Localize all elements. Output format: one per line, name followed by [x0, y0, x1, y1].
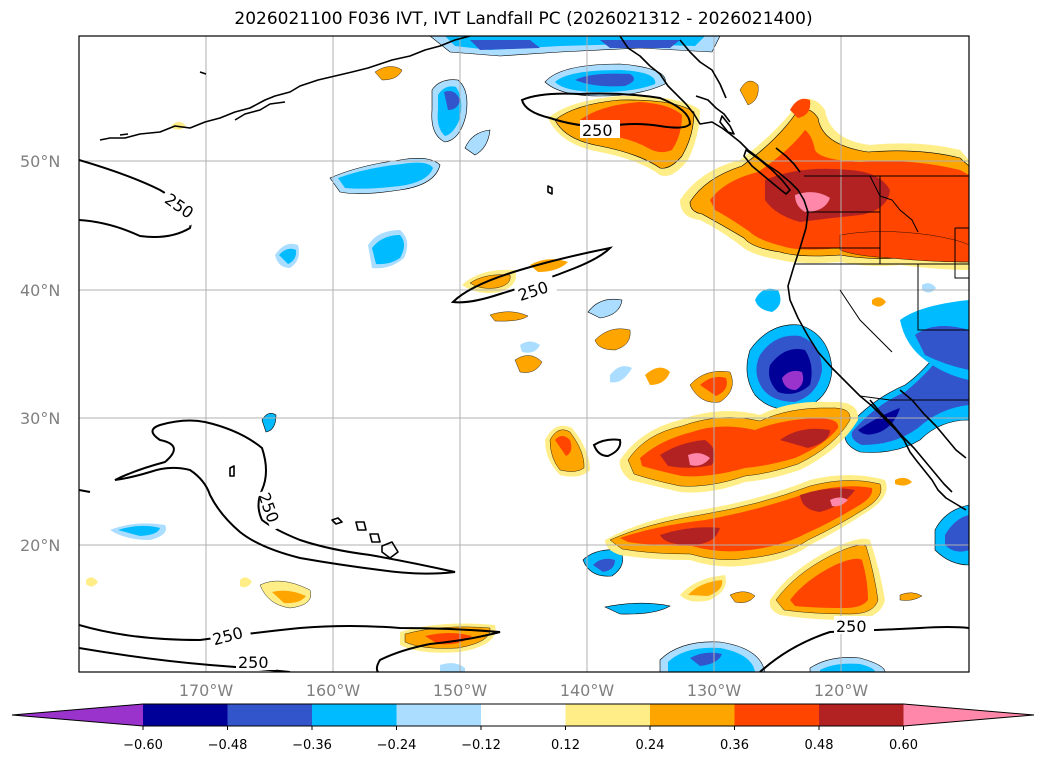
lat-label-50n: 50°N	[20, 152, 60, 171]
lat-label-20n: 20°N	[20, 536, 60, 555]
colorbar-tick-label: −0.48	[208, 738, 248, 753]
colorbar-tick-label: −0.24	[377, 738, 417, 753]
lon-label-140w: 140°W	[560, 681, 615, 700]
colorbar-segment	[734, 704, 819, 726]
colorbar-segment	[481, 704, 566, 726]
colorbar: −0.60 −0.48 −0.36 −0.24 −0.12 0.12 0.24 0.36 0.4…	[11, 703, 1035, 753]
colorbar-segment	[819, 704, 904, 726]
map-content: 250 250 250 250 250 250 250	[79, 36, 969, 672]
graticule	[79, 36, 969, 672]
colorbar-segment	[396, 704, 481, 726]
colorbar-segment	[312, 704, 397, 726]
lat-label-40n: 40°N	[20, 281, 60, 300]
colorbar-tick-label: −0.36	[292, 738, 332, 753]
colorbar-tick-label: 0.60	[889, 738, 918, 753]
lon-label-170w: 170°W	[179, 681, 234, 700]
lat-label-30n: 30°N	[20, 409, 60, 428]
lon-label-160w: 160°W	[306, 681, 361, 700]
colorbar-tick-label: 0.48	[805, 738, 834, 753]
colorbar-tick-label: 0.12	[551, 738, 580, 753]
colorbar-extend-min	[12, 704, 143, 726]
colorbar-extend-max	[903, 704, 1034, 726]
contour-label: 250	[582, 121, 613, 140]
colorbar-segment	[143, 704, 228, 726]
positive-anomaly-regions	[86, 66, 969, 653]
political-borders	[794, 175, 969, 401]
lon-label-120w: 120°W	[814, 681, 869, 700]
contour-label: 250	[238, 653, 269, 672]
colorbar-segment	[565, 704, 650, 726]
contour-label: 250	[836, 617, 867, 636]
colorbar-segment	[227, 704, 312, 726]
negative-anomaly-regions	[110, 36, 969, 672]
lon-label-150w: 150°W	[433, 681, 488, 700]
lon-label-130w: 130°W	[687, 681, 742, 700]
map-title: 2026021100 F036 IVT, IVT Landfall PC (20…	[234, 9, 813, 29]
coastlines	[99, 36, 967, 559]
colorbar-segment	[650, 704, 735, 726]
colorbar-tick-label: −0.12	[461, 738, 501, 753]
colorbar-tick-label: 0.24	[636, 738, 665, 753]
colorbar-tick-label: −0.60	[123, 738, 163, 753]
colorbar-tick-label: 0.36	[720, 738, 749, 753]
map-border	[78, 35, 970, 673]
ivt-contours	[79, 92, 969, 672]
